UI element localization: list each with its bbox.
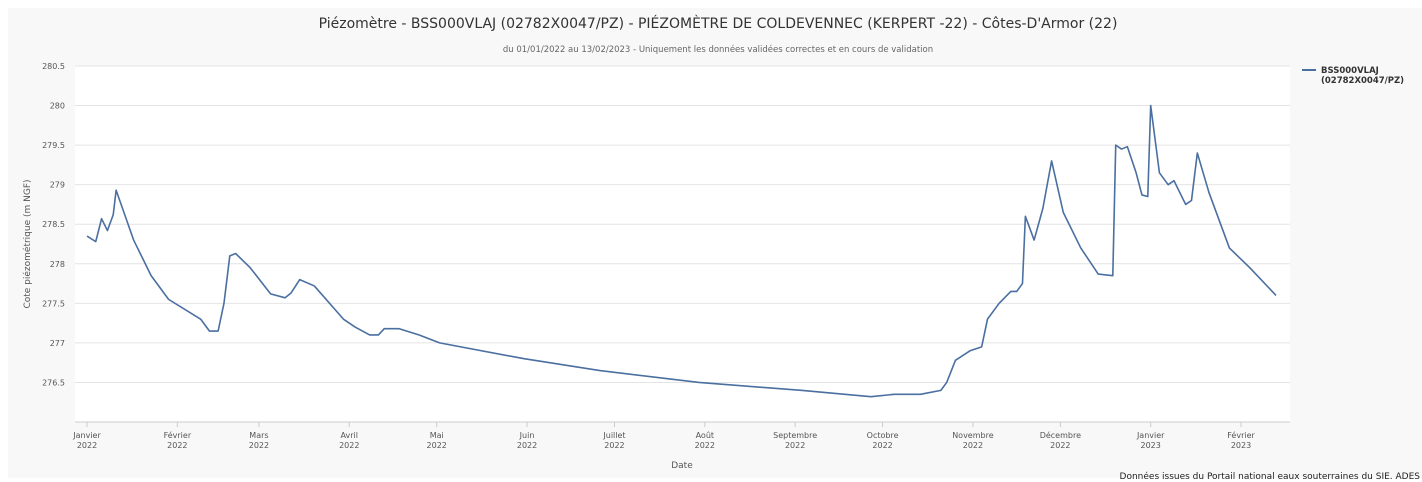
y-tick-label: 278.5 (42, 220, 65, 229)
x-tick-label: Octobre 2022 (867, 431, 899, 450)
y-tick-label: 276.5 (42, 378, 65, 387)
legend-label: BSS000VLAJ (02782X0047/PZ) (1321, 66, 1404, 86)
plot-area (75, 66, 1290, 422)
y-tick-label: 277.5 (42, 299, 65, 308)
x-tick-label: Janvier 2022 (72, 431, 101, 450)
x-tick-label: Janvier 2023 (1136, 431, 1165, 450)
y-tick-label: 279 (50, 181, 65, 190)
x-tick-label: Février 2022 (164, 430, 192, 450)
x-tick-label: Septembre 2022 (773, 431, 817, 450)
x-tick-label: Mars 2022 (249, 431, 269, 450)
chart-title: Piézomètre - BSS000VLAJ (02782X0047/PZ) … (319, 15, 1118, 32)
credit: Données issues du Portail national eaux … (1120, 471, 1421, 482)
y-axis-label: Cote piézométrique (m NGF) (22, 179, 33, 308)
x-tick-label: Août 2022 (695, 431, 715, 450)
y-tick-label: 277 (50, 339, 65, 348)
y-tick-label: 280 (50, 102, 65, 111)
y-tick-label: 279.5 (42, 141, 65, 150)
x-tick-label: Novembre 2022 (952, 431, 994, 450)
x-tick-label: Mai 2022 (427, 431, 447, 450)
x-axis-label: Date (671, 461, 693, 471)
y-tick-label: 278 (50, 260, 65, 269)
x-tick-label: Décembre 2022 (1040, 430, 1081, 450)
chart-subtitle: du 01/01/2022 au 13/02/2023 - Uniquement… (503, 44, 933, 55)
y-tick-label: 280.5 (42, 62, 65, 71)
x-tick-label: Février 2023 (1227, 430, 1255, 450)
data-line (86, 104, 1277, 398)
x-tick-label: Avril 2022 (339, 431, 359, 450)
x-tick-label: Juillet 2022 (602, 431, 625, 450)
x-tick-label: Juin 2022 (517, 431, 537, 450)
